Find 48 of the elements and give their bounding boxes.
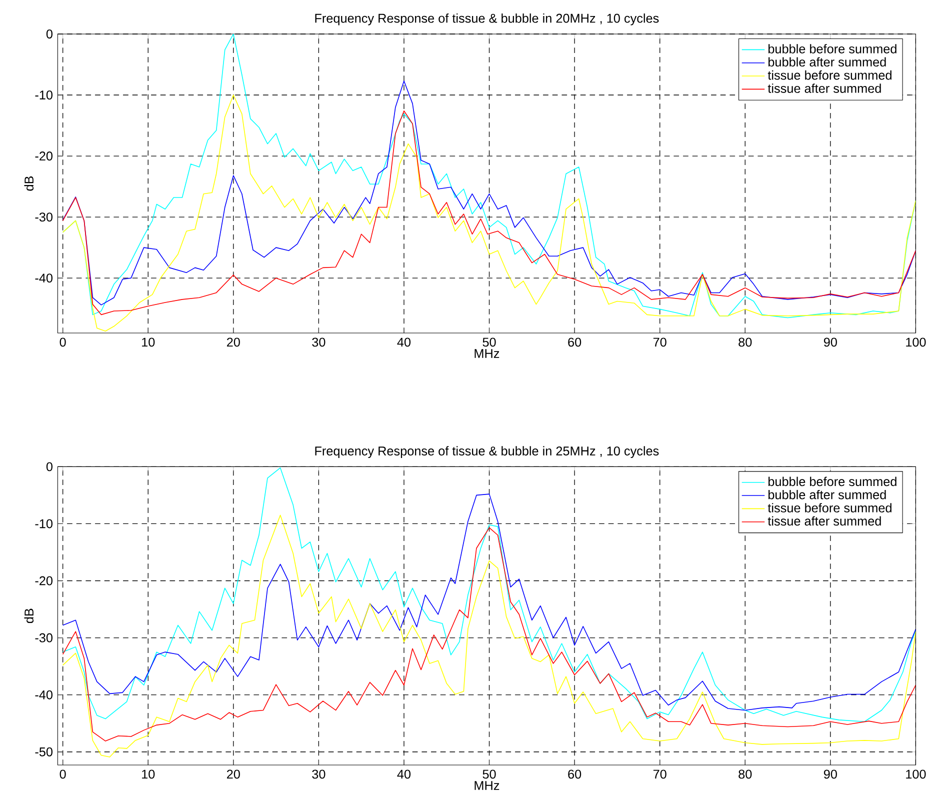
x-tick-label: 40	[397, 338, 411, 347]
legend-label: tissue before summed	[768, 70, 892, 80]
y-tick-label: -50	[35, 747, 52, 756]
x-tick-label: 30	[312, 338, 326, 347]
x-tick-label: 20	[226, 770, 240, 779]
x-tick-label: 90	[824, 770, 837, 779]
x-tick-label: 50	[482, 338, 496, 347]
y-tick-label: -30	[35, 633, 52, 642]
x-tick-label: 70	[653, 338, 666, 347]
legend-label: tissue before summed	[768, 503, 892, 512]
y-tick-label: -10	[35, 90, 52, 100]
x-tick-label: 100	[906, 770, 926, 779]
legend-label: tissue after summed	[768, 84, 881, 93]
y-tick-label: -10	[35, 519, 52, 528]
x-tick-label: 80	[738, 770, 752, 779]
x-tick-label: 70	[653, 770, 666, 779]
y-axis-title: dB	[24, 608, 34, 624]
y-tick-label: -20	[35, 576, 52, 586]
x-tick-label: 100	[906, 338, 926, 347]
y-axis-title: dB	[24, 176, 34, 191]
x-axis-title: MHz	[474, 781, 500, 790]
x-tick-label: 0	[60, 770, 66, 779]
y-tick-label: 0	[46, 462, 52, 472]
x-axis-title: MHz	[474, 349, 500, 358]
chart-title: Frequency Response of tissue & bubble in 20MHz , 10 cycles	[315, 13, 659, 26]
legend-label: bubble after summed	[768, 490, 886, 500]
chart-title: Frequency Response of tissue & bubble in 25MHz , 10 cycles	[315, 446, 659, 458]
y-tick-label: -40	[35, 690, 52, 700]
x-tick-label: 80	[738, 338, 752, 347]
legend-label: tissue after summed	[768, 516, 881, 526]
y-tick-label: -20	[35, 152, 52, 161]
x-tick-label: 90	[824, 338, 837, 347]
x-tick-label: 10	[142, 770, 155, 779]
x-tick-label: 50	[482, 770, 496, 779]
x-tick-label: 40	[397, 770, 411, 779]
y-tick-label: -30	[35, 212, 52, 222]
x-tick-label: 10	[142, 338, 155, 347]
x-tick-label: 60	[568, 770, 582, 779]
legend-label: bubble after summed	[768, 57, 886, 67]
legend-label: bubble before summed	[768, 44, 896, 54]
x-tick-label: 0	[60, 338, 66, 347]
y-tick-label: 0	[46, 30, 52, 38]
y-tick-label: -40	[35, 274, 52, 283]
x-tick-label: 60	[568, 338, 582, 347]
x-tick-label: 30	[312, 770, 326, 779]
line-series	[62, 80, 916, 306]
legend-label: bubble before summed	[768, 476, 896, 486]
x-tick-label: 20	[226, 338, 240, 347]
